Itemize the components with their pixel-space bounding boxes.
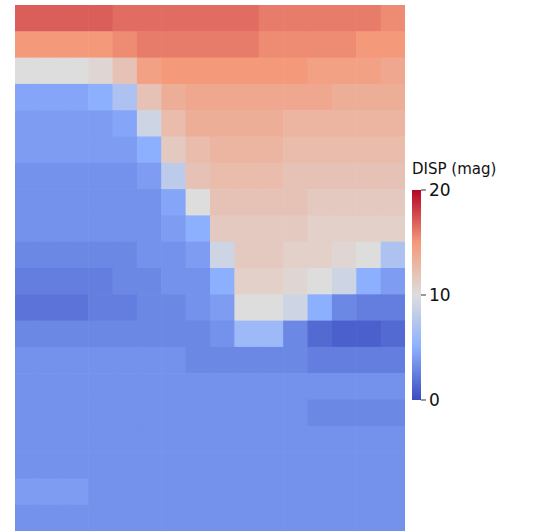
svg-text:0: 0 [429, 390, 440, 410]
svg-text:20: 20 [429, 180, 451, 200]
svg-text:DISP (mag): DISP (mag) [412, 160, 496, 178]
svg-text:10: 10 [429, 285, 451, 305]
